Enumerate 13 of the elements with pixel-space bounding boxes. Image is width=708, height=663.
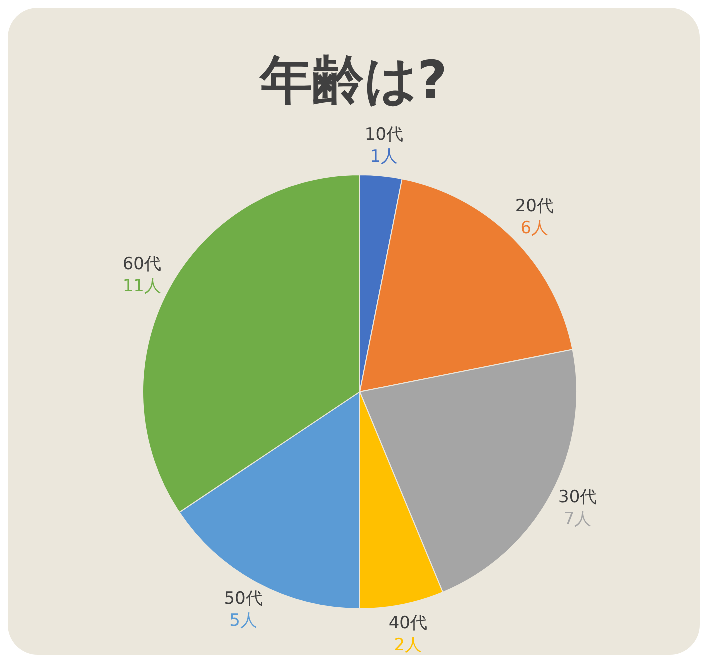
data-label: 7人 [564, 509, 592, 530]
data-label: 1人 [370, 147, 398, 168]
slice-label: 40代 [388, 613, 428, 634]
slice-label: 20代 [515, 196, 554, 216]
slice-label: 60代 [122, 254, 162, 275]
data-label: 6人 [520, 218, 549, 238]
data-label: 5人 [230, 610, 258, 631]
chart-title: 年齢は? [258, 50, 449, 113]
slice-label: 10代 [364, 125, 404, 146]
slice-label: 50代 [224, 588, 263, 609]
data-label: 11人 [122, 276, 162, 297]
slice-label: 30代 [558, 487, 598, 508]
data-label: 2人 [394, 635, 422, 656]
